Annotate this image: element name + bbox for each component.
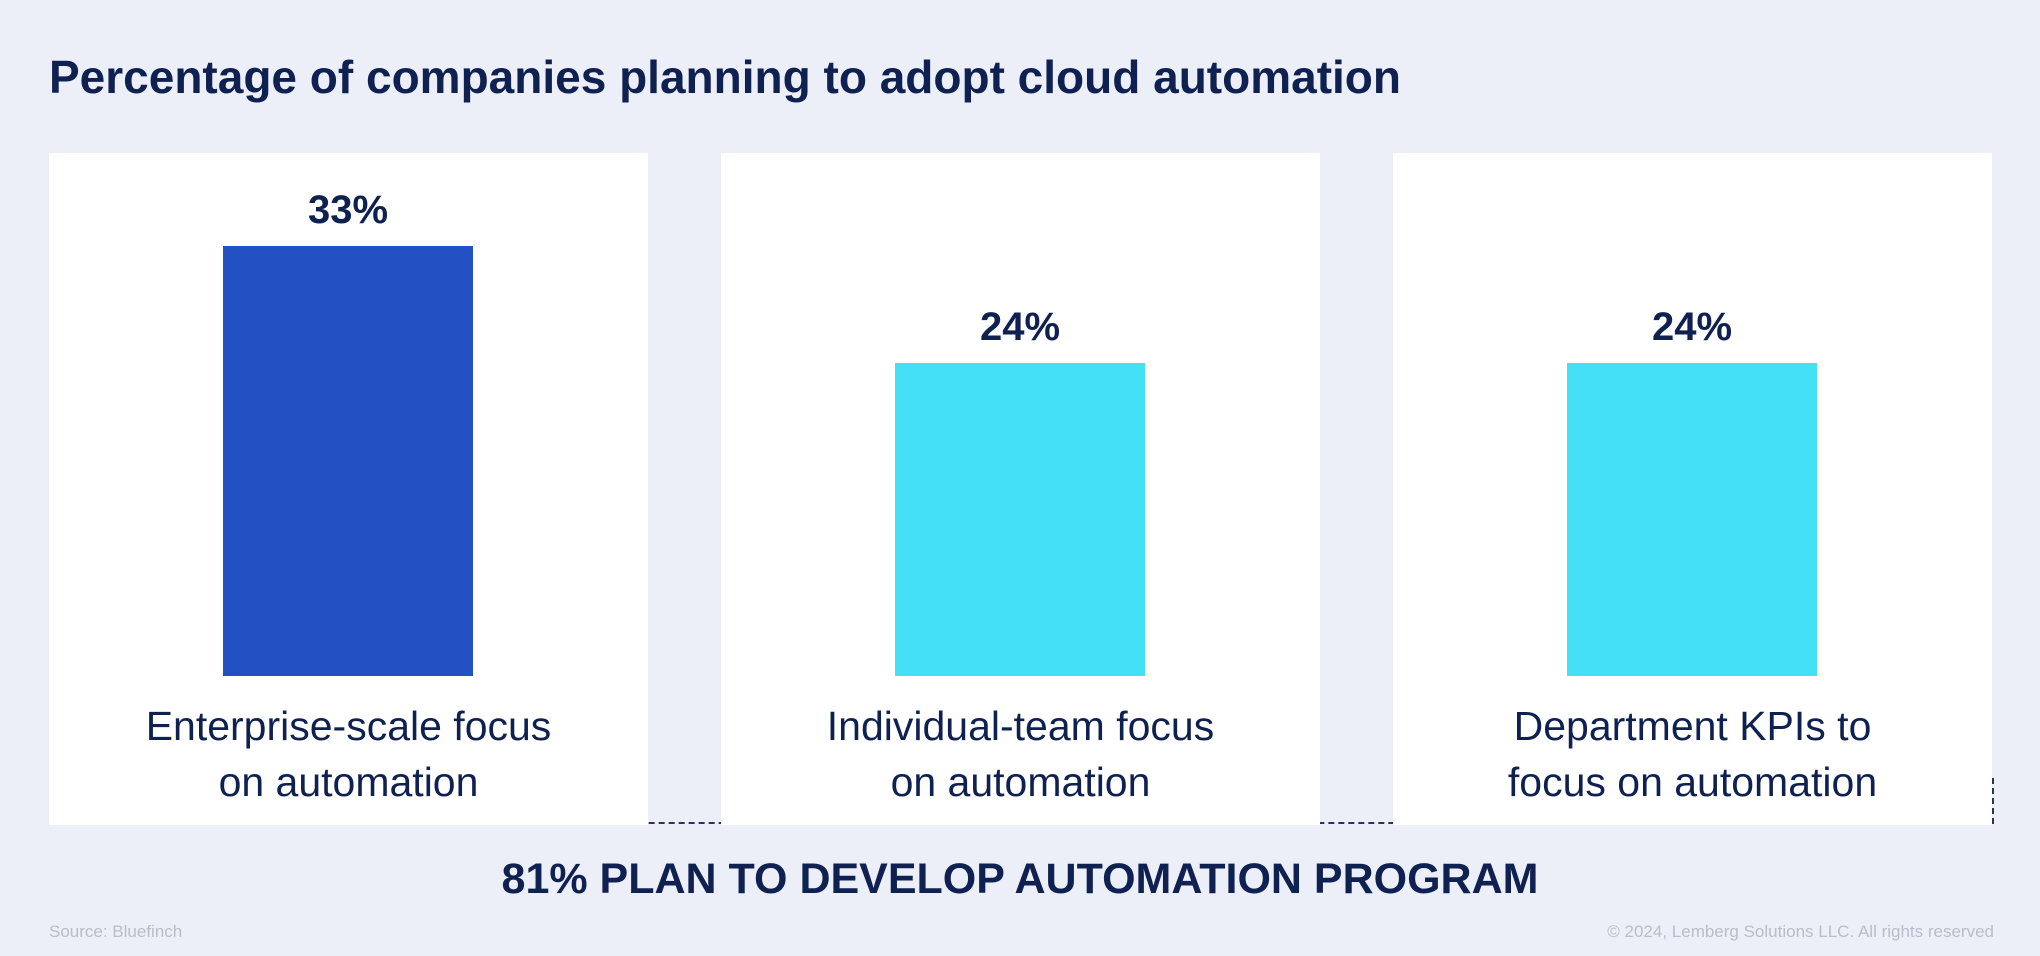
- bar-value-label-1: 33%: [307, 188, 389, 232]
- bar-panel-2: 24% Individual-team focus on automation: [721, 153, 1320, 825]
- bar-value-label-3: 24%: [1651, 305, 1733, 350]
- chart-title: Percentage of companies planning to adop…: [49, 51, 1401, 103]
- copyright-note: © 2024, Lemberg Solutions LLC. All right…: [1607, 922, 1994, 941]
- category-label-1: Enterprise-scale focus on automation: [145, 703, 552, 805]
- category-label-3: Department KPIs to focus on automation: [1507, 703, 1878, 805]
- category-label-2: Individual-team focus on automation: [826, 703, 1215, 805]
- bar-3: [1567, 363, 1817, 676]
- bar-panel-3: 24% Department KPIs to focus on automati…: [1393, 153, 1992, 825]
- bar-1: [223, 246, 473, 676]
- bar-value-label-2: 24%: [979, 305, 1061, 350]
- bar-2: [895, 363, 1145, 676]
- source-note: Source: Bluefinch: [49, 922, 183, 941]
- summary-statement: 81% PLAN TO DEVELOP AUTOMATION PROGRAM: [501, 855, 1539, 903]
- bar-panel-1: 33% Enterprise-scale focus on automation: [49, 153, 648, 825]
